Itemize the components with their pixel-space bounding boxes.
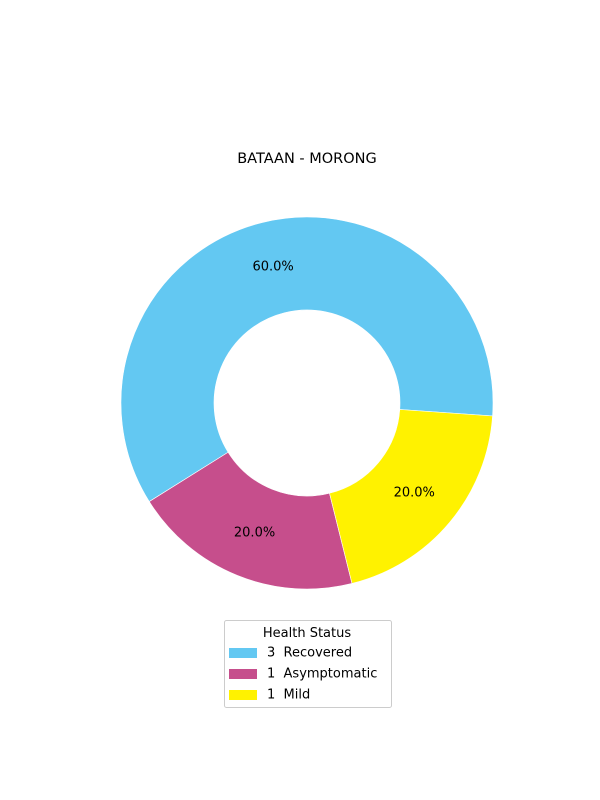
legend-title: Health Status [263, 626, 351, 641]
legend: Health Status 3 Recovered 1 Asymptomatic 1… [224, 620, 392, 708]
slice-mild [329, 409, 493, 584]
percent-label-recovered: 60.0% [252, 260, 293, 275]
legend-frame [224, 620, 392, 708]
donut-slices [120, 216, 494, 590]
legend-label-asymptomatic: 1 Asymptomatic [267, 667, 377, 682]
slice-recovered [120, 216, 494, 502]
legend-label-mild: 1 Mild [267, 688, 310, 703]
percent-label-asymptomatic: 20.0% [234, 525, 275, 540]
legend-swatch-asymptomatic [229, 669, 257, 679]
slice-asymptomatic [148, 451, 353, 590]
percent-label-mild: 20.0% [394, 485, 435, 500]
legend-label-recovered: 3 Recovered [267, 646, 352, 661]
legend-swatch-mild [229, 690, 257, 700]
chart-title: BATAAN - MORONG [237, 151, 377, 167]
legend-swatch-recovered [229, 648, 257, 658]
percent-labels: 60.0% 20.0% 20.0% [234, 260, 435, 541]
